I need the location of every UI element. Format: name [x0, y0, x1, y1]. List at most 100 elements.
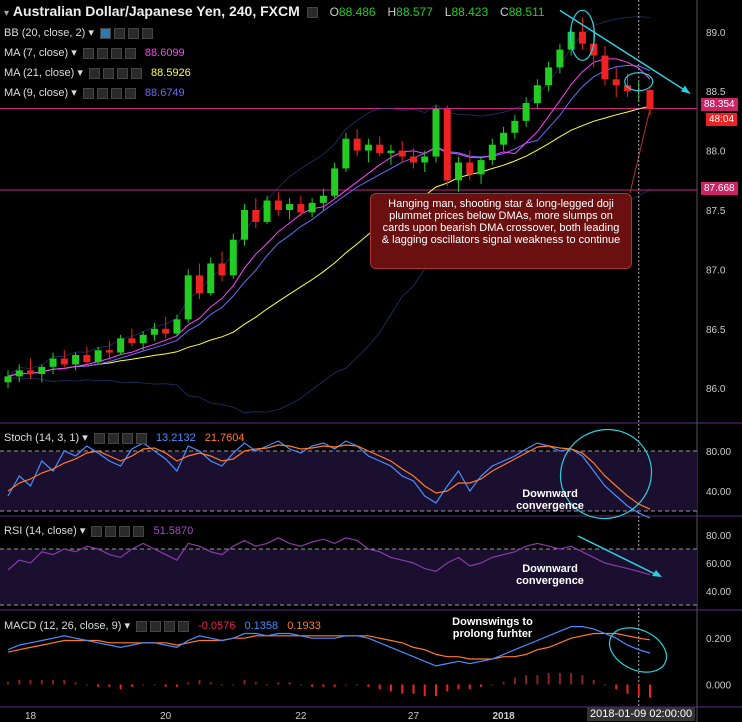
candle-body [646, 89, 654, 109]
macd-histogram-bar [130, 684, 133, 687]
add-icon[interactable] [110, 87, 122, 99]
settings-icon[interactable] [113, 27, 125, 39]
candle-body [432, 109, 440, 157]
price-tag-timer: 48:04 [706, 113, 738, 126]
settings-icon[interactable] [96, 47, 108, 59]
candle-body [38, 366, 46, 374]
settings-icon[interactable] [150, 620, 162, 632]
macd-histogram-bar [288, 682, 291, 685]
bb-upper-band [7, 16, 651, 377]
close-icon[interactable] [130, 67, 142, 79]
ma9-line [7, 64, 651, 377]
macd-tick-label: 0.200 [706, 634, 731, 645]
indicator-ma21-row[interactable]: MA (21, close) ▾ 88.5926 [4, 66, 191, 79]
ohlc-high: 88.577 [396, 5, 433, 19]
close-icon[interactable] [124, 87, 136, 99]
candle-body [241, 210, 249, 240]
ohlc-close: 88.511 [508, 5, 545, 19]
trend-arrow-head [681, 85, 690, 94]
eye-icon[interactable] [99, 27, 111, 39]
macd-hist-value: -0.0576 [198, 620, 236, 632]
candle-body [331, 168, 339, 196]
ohlc-close-label: C [500, 5, 509, 19]
chevron-down-icon[interactable]: ▾ [124, 620, 130, 632]
ohlc-open-label: O [329, 5, 339, 19]
macd-histogram-bar [446, 684, 449, 692]
candle-body [500, 132, 508, 145]
price-tick-label: 87.5 [706, 206, 726, 217]
candle-body [353, 138, 361, 151]
macd-histogram-bar [97, 684, 100, 687]
close-icon[interactable] [178, 620, 190, 632]
candle-body [173, 319, 181, 334]
highlight-ellipse [608, 627, 668, 673]
eye-icon[interactable] [82, 47, 94, 59]
macd-histogram-bar [40, 679, 43, 685]
settings-icon[interactable] [306, 6, 318, 18]
chevron-down-icon[interactable]: ▾ [71, 47, 77, 59]
candle-body [466, 162, 474, 175]
macd-header[interactable]: MACD (12, 26, close, 9) ▾ -0.0576 0.1358… [4, 619, 321, 632]
macd-histogram-bar [502, 682, 505, 685]
macd-histogram-bar [401, 684, 404, 694]
stoch-header[interactable]: Stoch (14, 3, 1) ▾ 13.2132 21.7604 [4, 431, 245, 444]
x-tick-label: 27 [408, 711, 420, 722]
ma7-line [7, 58, 651, 377]
chevron-down-icon[interactable]: ▾ [77, 67, 83, 79]
macd-tick-label: 0.000 [706, 680, 731, 691]
add-icon[interactable] [164, 620, 176, 632]
chevron-down-icon[interactable]: ▾ [82, 432, 88, 444]
close-icon[interactable] [133, 525, 145, 537]
add-icon[interactable] [116, 67, 128, 79]
indicator-ma9-row[interactable]: MA (9, close) ▾ 88.6749 [4, 86, 185, 99]
macd-histogram-bar [513, 677, 516, 685]
chevron-down-icon[interactable]: ▾ [88, 27, 94, 39]
eye-icon[interactable] [136, 620, 148, 632]
add-icon[interactable] [119, 525, 131, 537]
indicator-ma7-row[interactable]: MA (7, close) ▾ 88.6099 [4, 46, 185, 59]
rsi-header[interactable]: RSI (14, close) ▾ 51.5870 [4, 524, 193, 537]
eye-icon[interactable] [93, 432, 105, 444]
indicator-bb-row[interactable]: BB (20, close, 2) ▾ [4, 26, 153, 39]
settings-icon[interactable] [105, 525, 117, 537]
macd-histogram-bar [480, 684, 483, 687]
candle-body [556, 49, 564, 68]
macd-histogram-bar [581, 675, 584, 685]
macd-histogram-bar [29, 679, 32, 685]
candle-body [297, 204, 305, 213]
macd-histogram-bar [389, 684, 392, 692]
eye-icon[interactable] [88, 67, 100, 79]
close-icon[interactable] [124, 47, 136, 59]
chevron-down-icon[interactable]: ▾ [4, 8, 10, 19]
add-icon[interactable] [127, 27, 139, 39]
settings-icon[interactable] [96, 87, 108, 99]
highlight-ellipse [569, 9, 596, 61]
settings-icon[interactable] [107, 432, 119, 444]
macd-histogram-bar [142, 684, 145, 686]
candle-body [139, 334, 147, 344]
chevron-down-icon[interactable]: ▾ [71, 87, 77, 99]
chevron-down-icon[interactable]: ▾ [79, 525, 86, 537]
macd-histogram-bar [63, 679, 66, 685]
macd-histogram-bar [457, 684, 460, 690]
close-icon[interactable] [141, 27, 153, 39]
eye-icon[interactable] [82, 87, 94, 99]
bb-label: BB (20, close, 2) [4, 27, 86, 39]
macd-histogram-bar [209, 682, 212, 685]
settings-icon[interactable] [102, 67, 114, 79]
ma21-value: 88.5926 [151, 67, 191, 79]
candle-body [511, 120, 519, 133]
macd-histogram-bar [175, 684, 178, 687]
macd-histogram-bar [626, 684, 629, 694]
highlight-ellipse [559, 428, 653, 520]
add-icon[interactable] [110, 47, 122, 59]
candle-body [218, 263, 226, 276]
macd-histogram-bar [468, 684, 471, 690]
add-icon[interactable] [121, 432, 133, 444]
macd-histogram-bar [85, 684, 88, 686]
close-icon[interactable] [135, 432, 147, 444]
rsi-note: Downward convergence [516, 563, 584, 587]
candle-body [376, 144, 384, 153]
eye-icon[interactable] [91, 525, 103, 537]
